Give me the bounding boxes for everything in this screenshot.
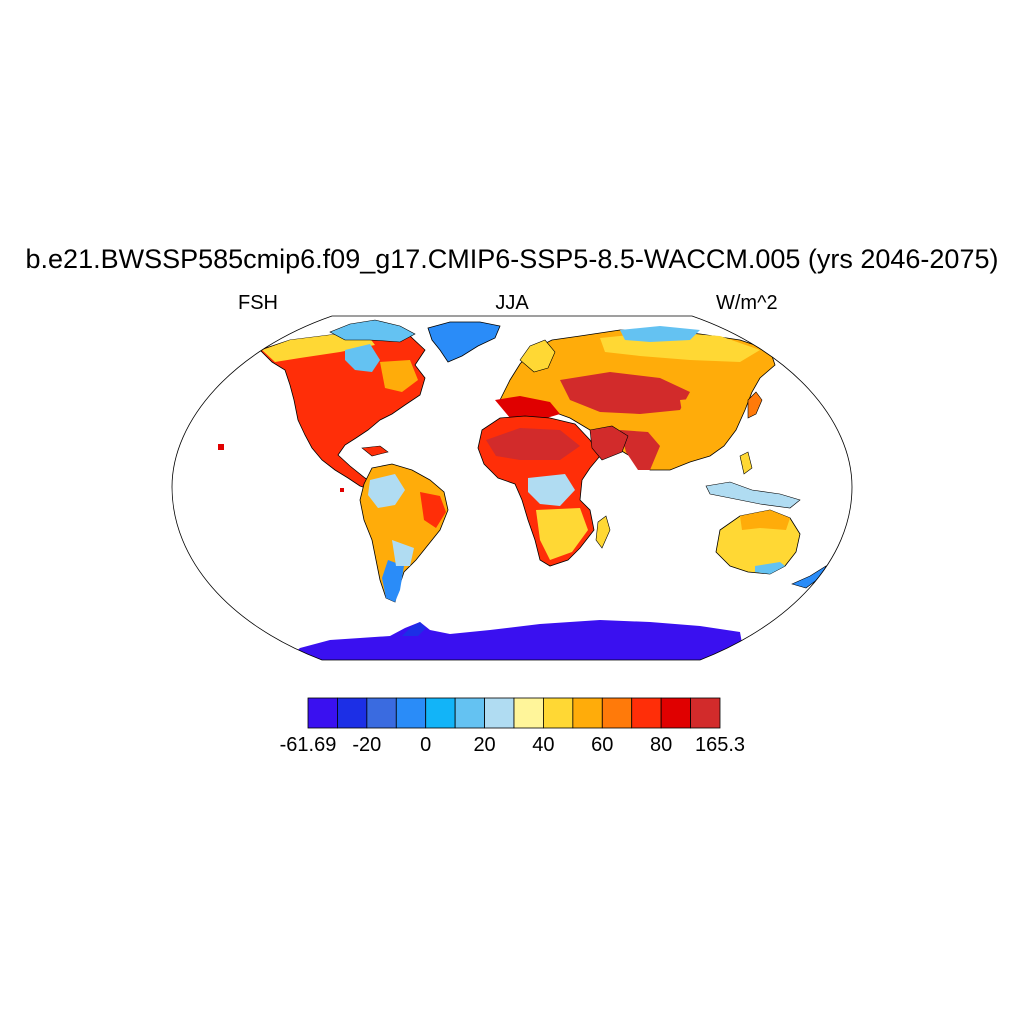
eastern-canada-band — [380, 360, 418, 392]
map-land-layer — [218, 319, 827, 660]
sahara-band — [486, 428, 580, 460]
australia-north-band — [740, 510, 790, 530]
amazon-band — [368, 474, 405, 508]
colorbar-box-9 — [572, 697, 603, 729]
colorbar-tick-label: 60 — [591, 734, 614, 756]
colorbar-box-2 — [366, 697, 397, 729]
australia-south-band — [755, 562, 785, 574]
southern-cone-band — [392, 540, 414, 566]
scandinavia-band — [519, 339, 556, 373]
east-asia-band — [680, 396, 740, 446]
hudson-bay-band — [345, 344, 380, 372]
patagonia-band — [382, 560, 404, 602]
colorbar-box-13 — [690, 697, 721, 729]
central-asia-band — [560, 372, 690, 414]
brazil-east-band — [420, 492, 446, 528]
caribbean-island — [361, 445, 389, 457]
antarctica-peninsula — [402, 622, 426, 636]
season-label: JJA — [495, 292, 529, 314]
colorbar-tick-label: 40 — [532, 734, 555, 756]
units-label: W/m^2 — [716, 292, 778, 314]
greenland-region — [427, 321, 501, 363]
colorbar-tick-label: 165.3 — [694, 734, 746, 756]
plot-title: b.e21.BWSSP585cmip6.f09_g17.CMIP6-SSP5-8… — [25, 244, 999, 274]
variable-label: FSH — [238, 292, 278, 314]
colorbar-tick-label: 80 — [650, 734, 673, 756]
colorbar-box-7 — [513, 697, 544, 729]
colorbar-box-5 — [454, 697, 485, 729]
galapagos-island — [340, 488, 344, 492]
southern-africa-band — [536, 508, 588, 560]
japan-island — [747, 391, 763, 419]
arctic-islands-region — [329, 319, 416, 343]
colorbar-box-8 — [543, 697, 574, 729]
colorbar-tick-label: 0 — [420, 734, 432, 756]
hawaii-island — [218, 444, 224, 450]
colorbar-box-6 — [484, 697, 515, 729]
colorbar-tick-label: 20 — [473, 734, 496, 756]
colorbar-box-10 — [601, 697, 633, 729]
colorbar-box-0 — [307, 697, 338, 729]
madagascar-island — [595, 515, 611, 549]
colorbar-box-11 — [631, 697, 662, 729]
map-outline — [171, 315, 853, 661]
arabia-region — [589, 425, 629, 461]
colorbar-tick-label: -61.69 — [279, 734, 337, 756]
colorbar-box-4 — [425, 697, 456, 729]
india-region — [620, 430, 660, 470]
colorbar-box-3 — [395, 697, 427, 729]
mediterranean-band — [495, 396, 560, 420]
central-africa-band — [528, 474, 575, 506]
colorbar-tick-label: -20 — [352, 734, 382, 756]
philippines-island — [739, 451, 753, 475]
colorbar-box-1 — [337, 697, 368, 729]
indonesia-islands — [705, 481, 801, 509]
colorbar-box-12 — [660, 697, 691, 729]
antarctica-region — [285, 620, 745, 660]
arctic-coast-band — [620, 326, 700, 342]
